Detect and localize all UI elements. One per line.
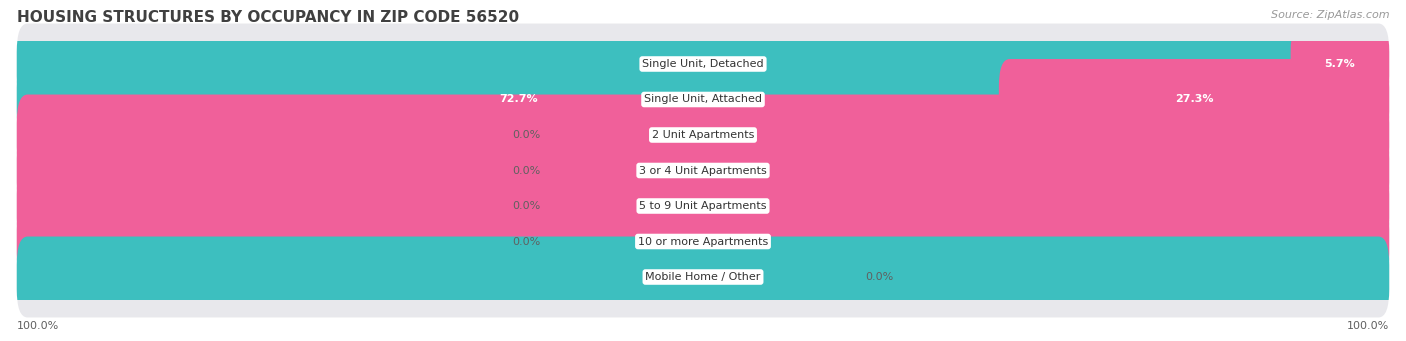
Text: 94.4%: 94.4% <box>645 59 685 69</box>
Text: 2 Unit Apartments: 2 Unit Apartments <box>652 130 754 140</box>
Text: Mobile Home / Other: Mobile Home / Other <box>645 272 761 282</box>
Text: 0.0%: 0.0% <box>865 272 893 282</box>
FancyBboxPatch shape <box>17 94 1389 176</box>
Text: 100.0%: 100.0% <box>681 201 725 211</box>
Text: 27.3%: 27.3% <box>1175 94 1213 104</box>
FancyBboxPatch shape <box>998 59 1389 140</box>
FancyBboxPatch shape <box>17 201 1389 282</box>
FancyBboxPatch shape <box>17 24 1313 104</box>
FancyBboxPatch shape <box>17 59 1021 140</box>
FancyBboxPatch shape <box>17 165 1389 247</box>
FancyBboxPatch shape <box>17 94 1389 176</box>
Text: 100.0%: 100.0% <box>681 130 725 140</box>
FancyBboxPatch shape <box>17 24 1389 104</box>
Text: 0.0%: 0.0% <box>513 165 541 176</box>
Text: 5 to 9 Unit Apartments: 5 to 9 Unit Apartments <box>640 201 766 211</box>
Text: 3 or 4 Unit Apartments: 3 or 4 Unit Apartments <box>640 165 766 176</box>
Text: 100.0%: 100.0% <box>1347 321 1389 331</box>
FancyBboxPatch shape <box>1291 24 1389 104</box>
FancyBboxPatch shape <box>17 237 1389 317</box>
Text: 100.0%: 100.0% <box>17 321 59 331</box>
FancyBboxPatch shape <box>17 201 1389 282</box>
Text: 0.0%: 0.0% <box>513 201 541 211</box>
Text: 5.7%: 5.7% <box>1324 59 1355 69</box>
Text: 100.0%: 100.0% <box>681 272 725 282</box>
FancyBboxPatch shape <box>17 130 1389 211</box>
Text: 10 or more Apartments: 10 or more Apartments <box>638 237 768 247</box>
FancyBboxPatch shape <box>17 130 1389 211</box>
FancyBboxPatch shape <box>17 59 1389 140</box>
Text: 0.0%: 0.0% <box>513 130 541 140</box>
FancyBboxPatch shape <box>17 237 1389 317</box>
Text: Single Unit, Detached: Single Unit, Detached <box>643 59 763 69</box>
Text: 100.0%: 100.0% <box>681 237 725 247</box>
Text: Source: ZipAtlas.com: Source: ZipAtlas.com <box>1271 10 1389 20</box>
Text: 100.0%: 100.0% <box>681 165 725 176</box>
Text: HOUSING STRUCTURES BY OCCUPANCY IN ZIP CODE 56520: HOUSING STRUCTURES BY OCCUPANCY IN ZIP C… <box>17 10 519 25</box>
FancyBboxPatch shape <box>17 165 1389 247</box>
Text: 0.0%: 0.0% <box>513 237 541 247</box>
Text: 72.7%: 72.7% <box>499 94 538 104</box>
Text: Single Unit, Attached: Single Unit, Attached <box>644 94 762 104</box>
